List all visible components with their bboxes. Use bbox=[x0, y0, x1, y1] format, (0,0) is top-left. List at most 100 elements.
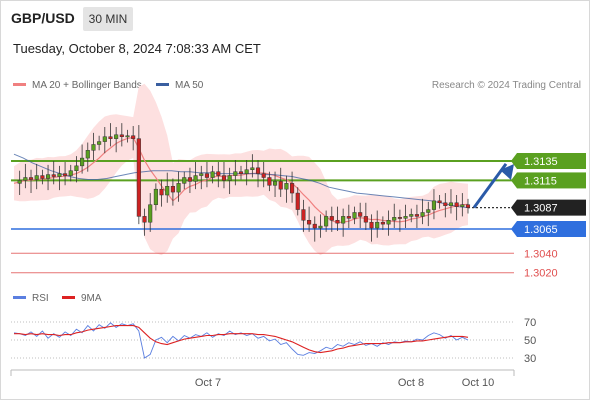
candle-body bbox=[136, 138, 141, 217]
rsi-line bbox=[13, 322, 469, 359]
ma50-label: MA 50 bbox=[175, 80, 204, 91]
candle-body bbox=[255, 167, 261, 174]
price-label-1.3115: 1.3115 bbox=[524, 175, 557, 187]
forecast-arrow-shaft bbox=[472, 163, 508, 209]
legend-rsi: RSI bbox=[13, 293, 49, 304]
candle-body bbox=[159, 188, 164, 196]
candle-body bbox=[91, 144, 96, 151]
candle-body bbox=[68, 170, 73, 176]
ma9-label: 9MA bbox=[81, 293, 102, 304]
candle-body bbox=[165, 186, 170, 196]
candle-body bbox=[307, 220, 312, 225]
candle-body bbox=[108, 136, 113, 139]
candle-body bbox=[278, 181, 283, 190]
candle-body bbox=[386, 220, 391, 225]
price-label-1.3040: 1.3040 bbox=[524, 248, 558, 260]
candle-body bbox=[312, 223, 317, 229]
forecast-arrow bbox=[472, 163, 514, 209]
candle-body bbox=[244, 169, 249, 174]
rsi-tick-label: 70 bbox=[524, 317, 536, 329]
candle-body bbox=[284, 183, 289, 190]
candle-body bbox=[273, 181, 278, 186]
candle-body bbox=[148, 204, 153, 223]
candle-body bbox=[437, 200, 442, 204]
candle-body bbox=[80, 157, 85, 167]
x-tick-label: Oct 8 bbox=[398, 377, 424, 389]
price-label-1.3135: 1.3135 bbox=[524, 156, 558, 168]
candle-body bbox=[221, 175, 227, 181]
x-tick-label: Oct 10 bbox=[462, 377, 494, 389]
candle-body bbox=[431, 200, 436, 210]
price-label-1.3020: 1.3020 bbox=[524, 268, 558, 280]
legend-ma50: MA 50 bbox=[156, 80, 203, 91]
rsi-swatch bbox=[13, 295, 26, 299]
candle-body bbox=[23, 177, 28, 181]
candle-body bbox=[420, 212, 425, 217]
candle-body bbox=[301, 209, 306, 221]
ma50-swatch bbox=[156, 82, 169, 86]
candle-body bbox=[397, 217, 402, 219]
candle-body bbox=[318, 225, 323, 229]
price-tag-bg-1.3135 bbox=[517, 153, 586, 169]
candle-body bbox=[238, 171, 244, 174]
price-tag-bg-1.3087 bbox=[517, 199, 586, 216]
candle-body bbox=[465, 204, 471, 208]
candle-body bbox=[193, 175, 198, 182]
price-tag-bg-1.3115 bbox=[517, 172, 586, 189]
rsi-tick-label: 50 bbox=[524, 335, 536, 347]
candle-body bbox=[448, 202, 454, 206]
candle-body bbox=[358, 212, 363, 217]
timeframe-badge[interactable]: 30 MIN bbox=[83, 7, 133, 31]
candle-body bbox=[85, 150, 90, 159]
candle-body bbox=[46, 174, 51, 179]
candle-body bbox=[454, 202, 459, 207]
rsi-tick-label: 30 bbox=[524, 353, 536, 365]
candle-body bbox=[227, 175, 232, 181]
candle-body bbox=[204, 173, 209, 178]
candle-body bbox=[324, 216, 329, 227]
candle-body bbox=[375, 221, 380, 229]
candle-body bbox=[119, 134, 124, 137]
candle-body bbox=[369, 221, 374, 229]
datetime-label: Tuesday, October 8, 2024 7:08:33 AM CET bbox=[13, 41, 261, 56]
candle-body bbox=[261, 173, 266, 178]
candle-body bbox=[216, 171, 221, 176]
price-tag-pointer-1.3065 bbox=[511, 221, 517, 237]
candle-body bbox=[346, 216, 351, 219]
candle-body bbox=[443, 202, 448, 206]
candle-body bbox=[97, 141, 102, 145]
price-tag-pointer-1.3115 bbox=[511, 172, 517, 189]
candle-body bbox=[142, 216, 147, 223]
x-tick-label: Oct 7 bbox=[195, 377, 221, 389]
price-tag-bg-1.3065 bbox=[517, 221, 586, 237]
candle-body bbox=[392, 217, 397, 221]
candle-body bbox=[28, 177, 34, 180]
ma20-swatch bbox=[13, 82, 26, 86]
ma20-label: MA 20 + Bollinger Bands bbox=[32, 80, 142, 91]
candle-body bbox=[233, 171, 238, 176]
candle-body bbox=[341, 216, 346, 224]
rsi-label: RSI bbox=[32, 293, 49, 304]
price-tag-pointer-1.3135 bbox=[511, 153, 517, 169]
candle-body bbox=[74, 165, 79, 171]
forecast-arrow-head bbox=[500, 164, 514, 180]
candle-body bbox=[460, 204, 465, 207]
copyright-text: Research © 2024 Trading Central bbox=[431, 80, 581, 91]
candle-body bbox=[363, 216, 368, 223]
candle-body bbox=[125, 135, 130, 138]
candle-body bbox=[403, 216, 408, 219]
ma9-swatch bbox=[62, 295, 75, 299]
candle-body bbox=[295, 192, 300, 210]
candle-body bbox=[380, 221, 385, 225]
candle-body bbox=[409, 214, 414, 217]
candle-body bbox=[414, 214, 419, 217]
candle-body bbox=[57, 173, 62, 177]
candle-body bbox=[102, 136, 107, 142]
candle-body bbox=[17, 180, 22, 184]
candle-body bbox=[290, 183, 295, 194]
candle-body bbox=[426, 209, 431, 213]
price-label-1.3065: 1.3065 bbox=[524, 224, 558, 236]
candle-body bbox=[199, 173, 204, 176]
candle-body bbox=[170, 186, 175, 193]
